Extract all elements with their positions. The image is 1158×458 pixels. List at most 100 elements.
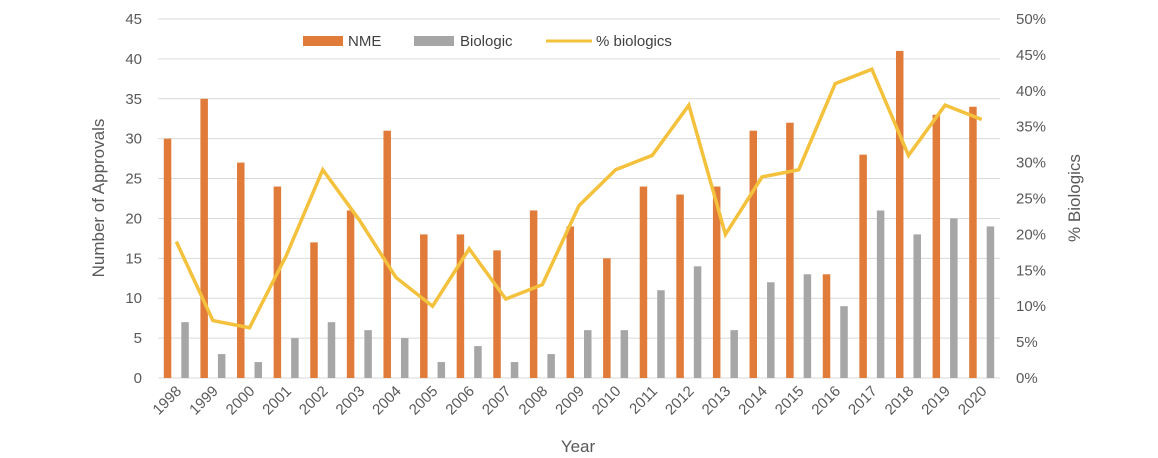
x-axis-ticks: 1998 1999 2000 2001 2002 2003 2004 2005 2006 2007… [150, 383, 991, 419]
bar-nme [712, 186, 721, 378]
bar-nme [456, 234, 465, 378]
bar-nme [420, 234, 428, 378]
right-axis-ticks: 0% 5% 10% 15% 20% 25% 30% 35% 40% 45% 50% [1016, 11, 1046, 387]
bar-biologic [437, 362, 446, 378]
legend-label-biologic: Biologic [460, 33, 513, 50]
y-tick-label: 10 [125, 290, 142, 307]
x-tick-label: 2013 [699, 383, 735, 419]
bar-nme [273, 186, 282, 378]
bar-nme [676, 194, 684, 378]
bar-nme [859, 154, 867, 378]
bar-biologic [693, 266, 702, 378]
bar-nme [639, 186, 648, 378]
bar-nme [310, 242, 318, 378]
y2-tick-label: 10% [1016, 298, 1046, 315]
bar-biologic [950, 218, 958, 378]
y2-tick-label: 40% [1016, 83, 1046, 100]
bar-biologic [876, 210, 885, 378]
left-axis-ticks: 0 5 10 15 20 25 30 35 40 45 [125, 11, 142, 387]
x-tick-label: 2009 [552, 383, 588, 419]
x-tick-label: 2008 [516, 383, 552, 419]
y-tick-label: 40 [125, 51, 142, 68]
x-tick-label: 2010 [589, 383, 625, 419]
y-tick-label: 0 [134, 370, 142, 387]
y2-tick-label: 50% [1016, 11, 1046, 28]
bar-biologic [291, 338, 299, 378]
bar-biologic [364, 330, 372, 378]
bar-biologic [400, 338, 409, 378]
y2-tick-label: 30% [1016, 155, 1046, 172]
bar-biologic [620, 330, 629, 378]
percent-line [174, 67, 983, 330]
x-tick-label: 2019 [918, 383, 954, 419]
y-axis-title: Number of Approvals [89, 119, 108, 278]
y-tick-label: 5 [134, 330, 142, 347]
bar-biologic [547, 354, 555, 378]
y2-tick-label: 20% [1016, 226, 1046, 243]
x-tick-label: 2011 [626, 383, 661, 418]
x-tick-label: 2018 [882, 383, 918, 419]
bar-biologic [327, 322, 336, 378]
x-tick-label: 2003 [333, 383, 369, 419]
legend-label-percent-biologics: % biologics [596, 33, 672, 50]
bar-nme [346, 210, 355, 378]
bar-biologic [584, 330, 592, 378]
bar-nme [566, 226, 574, 378]
bar-nme [969, 106, 977, 378]
bar-biologic [510, 362, 519, 378]
y2-tick-label: 45% [1016, 47, 1046, 64]
bars [163, 50, 995, 379]
y2-tick-label: 0% [1016, 370, 1038, 387]
x-tick-label: 2016 [808, 383, 844, 419]
legend-label-nme: NME [348, 33, 381, 50]
x-tick-label: 1998 [150, 383, 186, 419]
bar-nme [895, 50, 904, 379]
x-tick-label: 2000 [223, 383, 259, 419]
bar-biologic [181, 322, 189, 378]
x-tick-label: 2004 [369, 383, 405, 419]
percent-biologics-line [174, 67, 983, 330]
x-tick-label: 2020 [955, 383, 991, 419]
y2-tick-label: 5% [1016, 334, 1038, 351]
y-tick-label: 45 [125, 11, 142, 28]
bar-nme [493, 250, 501, 378]
y2-tick-label: 35% [1016, 119, 1046, 136]
x-tick-label: 2007 [479, 383, 515, 419]
y2-axis-title: % Biologics [1065, 154, 1084, 242]
bar-nme [932, 114, 941, 378]
x-tick-label: 2014 [735, 383, 771, 419]
legend: NME Biologic % biologics [303, 33, 672, 50]
bar-nme [383, 130, 391, 378]
y-tick-label: 25 [125, 171, 142, 188]
y-tick-label: 35 [125, 91, 142, 108]
bar-nme [529, 210, 538, 378]
y2-tick-label: 25% [1016, 191, 1046, 208]
bar-biologic [730, 330, 738, 378]
bar-nme [237, 162, 245, 378]
bar-biologic [474, 346, 482, 378]
legend-swatch-biologic [414, 36, 454, 46]
x-tick-label: 2001 [259, 383, 295, 419]
x-tick-label: 2005 [406, 383, 442, 419]
x-tick-label: 2015 [772, 383, 808, 419]
legend-swatch-nme [303, 36, 343, 46]
bar-biologic [803, 274, 812, 378]
x-tick-label: 2012 [662, 383, 698, 419]
bar-biologic [767, 282, 775, 378]
bar-nme [749, 130, 758, 378]
y-tick-label: 15 [125, 250, 142, 267]
y-tick-label: 20 [125, 210, 142, 227]
bar-nme [822, 274, 831, 378]
y2-tick-label: 15% [1016, 262, 1046, 279]
x-axis-title: Year [561, 437, 596, 456]
bar-nme [200, 98, 208, 379]
bar-biologic [913, 234, 921, 378]
x-tick-label: 2006 [442, 383, 478, 419]
bar-nme [603, 258, 611, 378]
y-tick-label: 30 [125, 131, 142, 148]
x-tick-label: 2017 [845, 383, 881, 419]
bar-biologic [657, 290, 665, 378]
bar-nme [163, 138, 172, 378]
bar-nme [786, 122, 794, 378]
